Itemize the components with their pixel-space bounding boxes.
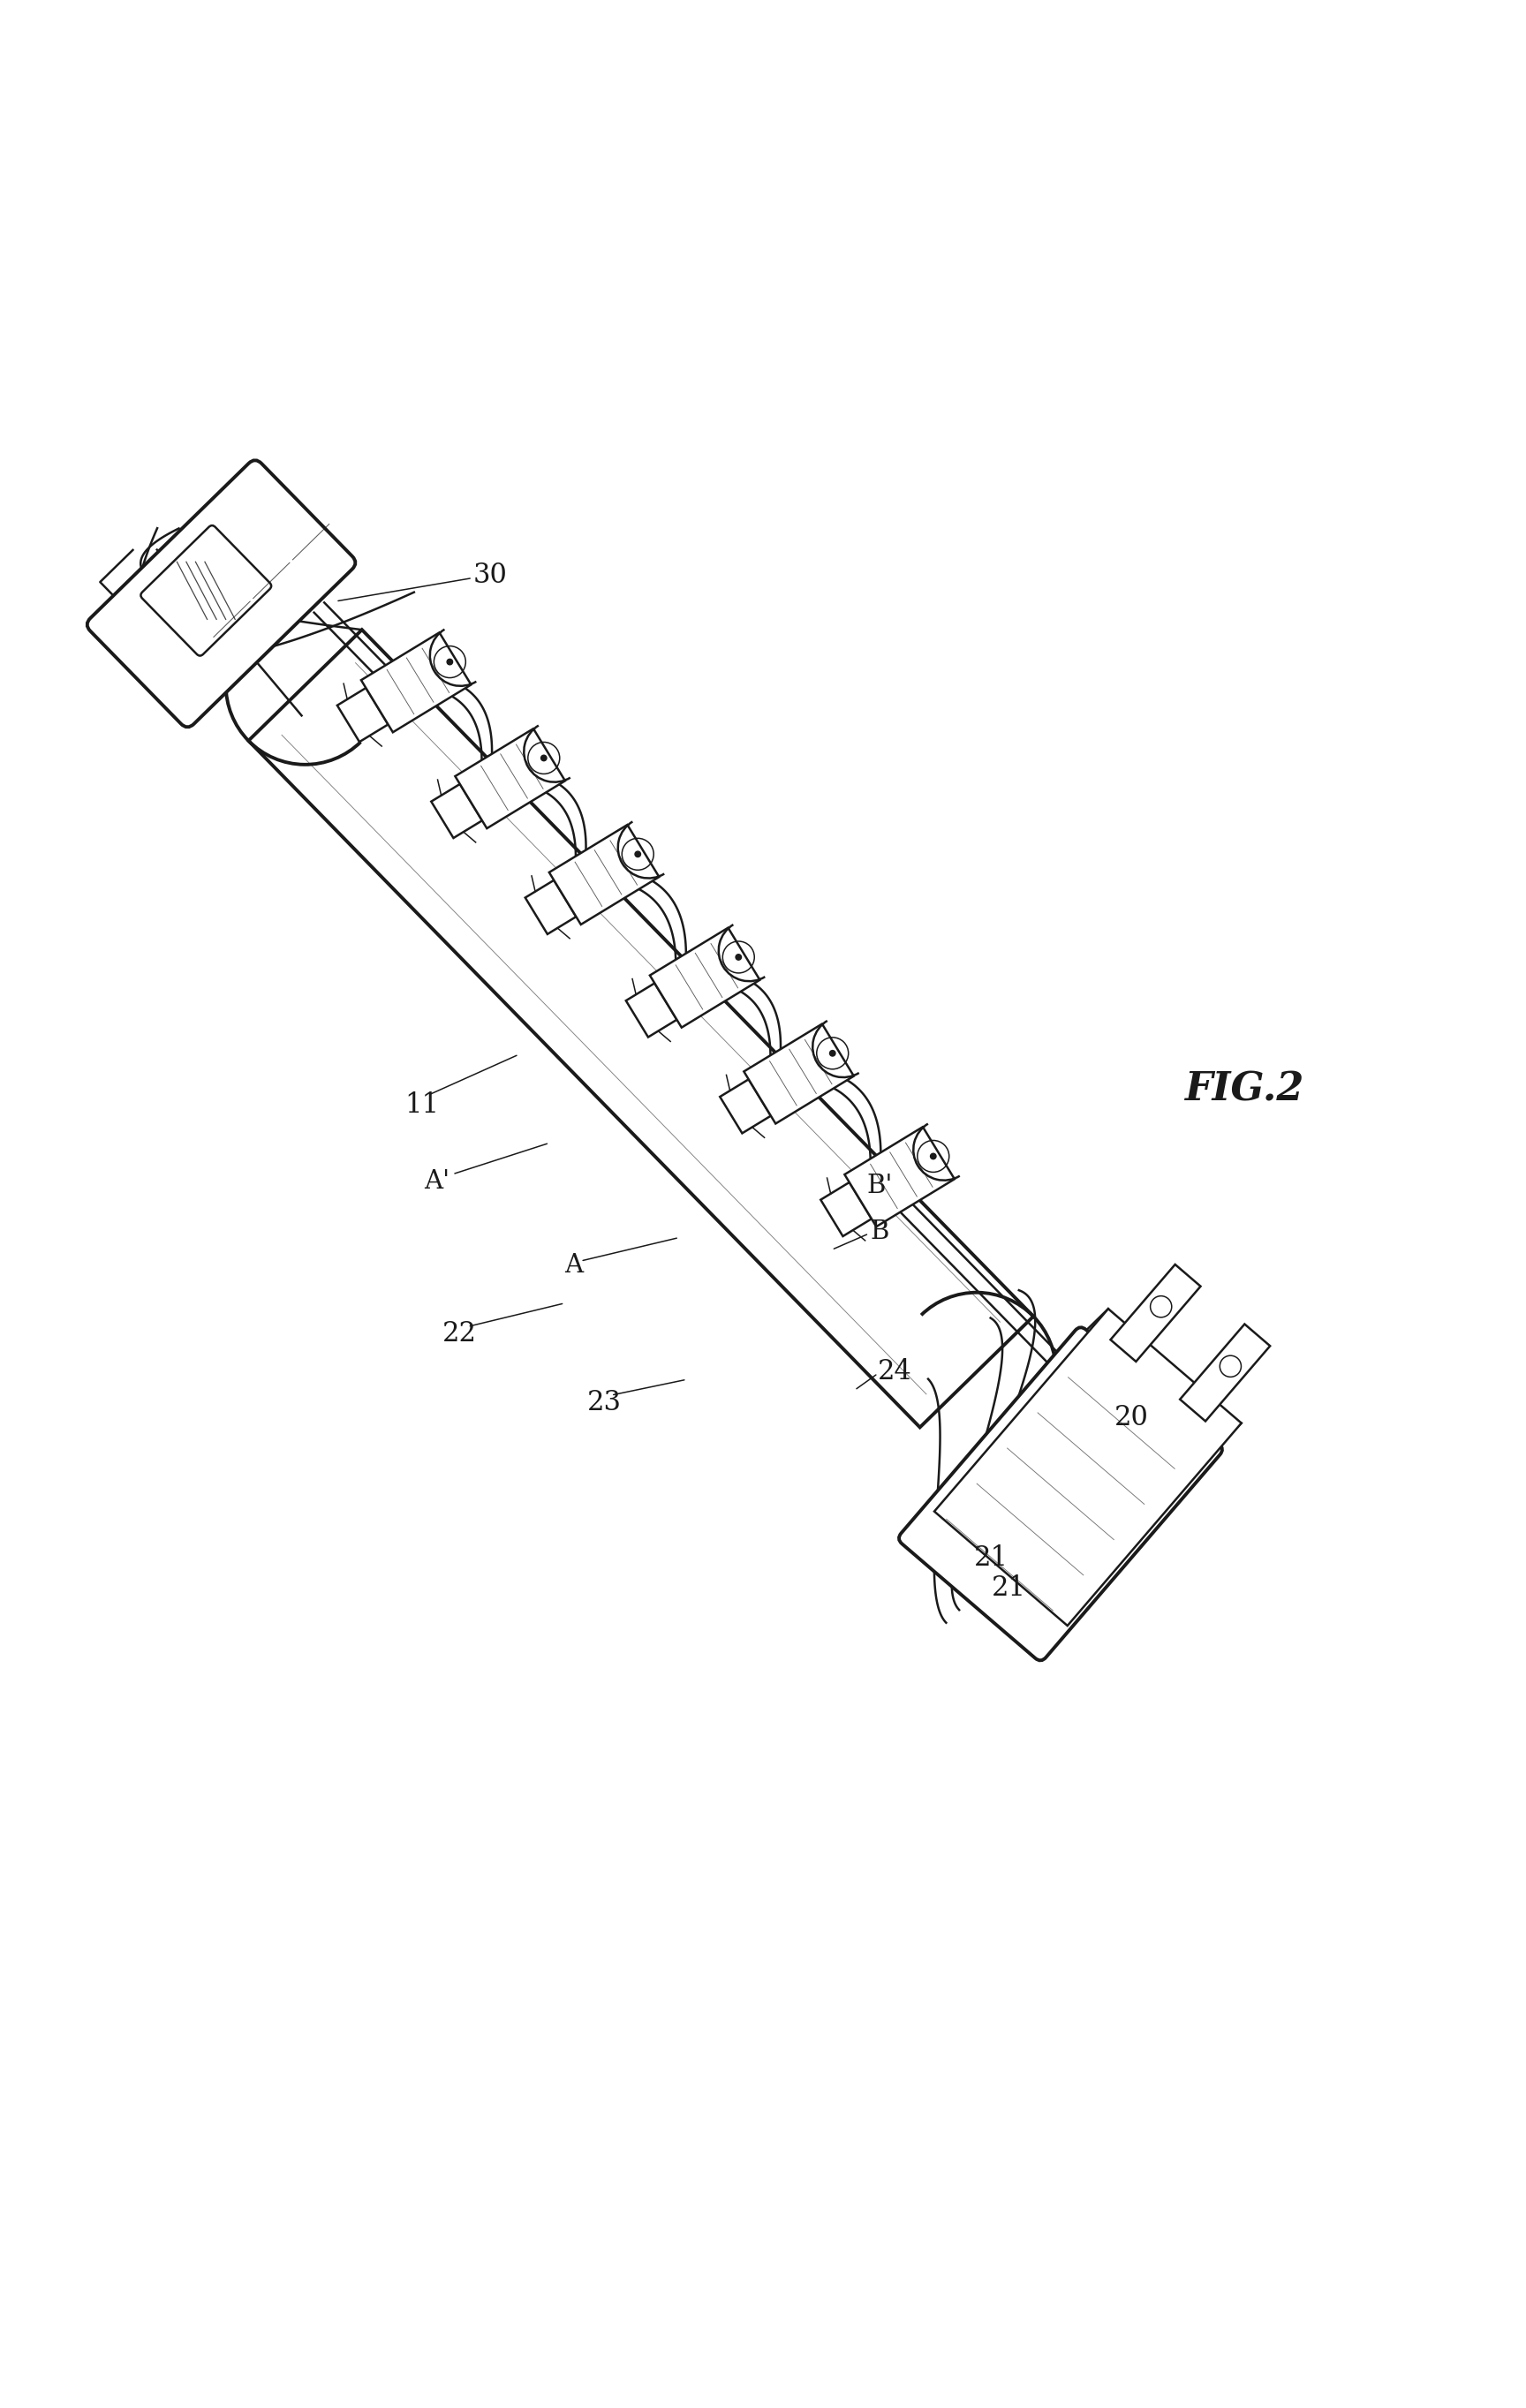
- FancyBboxPatch shape: [140, 525, 272, 655]
- Polygon shape: [1111, 1264, 1201, 1361]
- Circle shape: [931, 1153, 935, 1158]
- Text: B: B: [870, 1218, 888, 1245]
- Polygon shape: [249, 631, 1033, 1428]
- Polygon shape: [821, 1182, 871, 1235]
- Circle shape: [540, 756, 546, 761]
- Polygon shape: [720, 1079, 771, 1134]
- Polygon shape: [525, 881, 577, 934]
- Circle shape: [830, 1050, 835, 1057]
- Polygon shape: [934, 1310, 1241, 1625]
- Text: A: A: [565, 1252, 583, 1276]
- Polygon shape: [362, 633, 472, 732]
- Polygon shape: [1180, 1324, 1270, 1421]
- FancyBboxPatch shape: [899, 1327, 1222, 1662]
- Circle shape: [447, 660, 453, 665]
- Polygon shape: [743, 1023, 855, 1125]
- Text: FIG.2: FIG.2: [1184, 1072, 1303, 1108]
- Text: 22: 22: [443, 1320, 478, 1348]
- Polygon shape: [337, 689, 388, 742]
- FancyBboxPatch shape: [87, 460, 356, 727]
- Text: 21: 21: [992, 1575, 1027, 1601]
- Text: 23: 23: [588, 1389, 623, 1416]
- Text: 11: 11: [404, 1091, 439, 1117]
- Polygon shape: [432, 785, 482, 838]
- Polygon shape: [455, 730, 565, 828]
- Polygon shape: [626, 982, 678, 1038]
- Polygon shape: [549, 826, 659, 925]
- Polygon shape: [650, 927, 760, 1028]
- Polygon shape: [844, 1127, 955, 1226]
- Circle shape: [635, 852, 641, 857]
- Text: B': B': [867, 1173, 893, 1199]
- Text: A': A': [424, 1168, 450, 1194]
- Text: 21: 21: [974, 1544, 1009, 1572]
- Text: 24: 24: [877, 1358, 911, 1385]
- Text: 20: 20: [1114, 1404, 1148, 1430]
- Text: 30: 30: [473, 561, 507, 590]
- Circle shape: [736, 954, 742, 961]
